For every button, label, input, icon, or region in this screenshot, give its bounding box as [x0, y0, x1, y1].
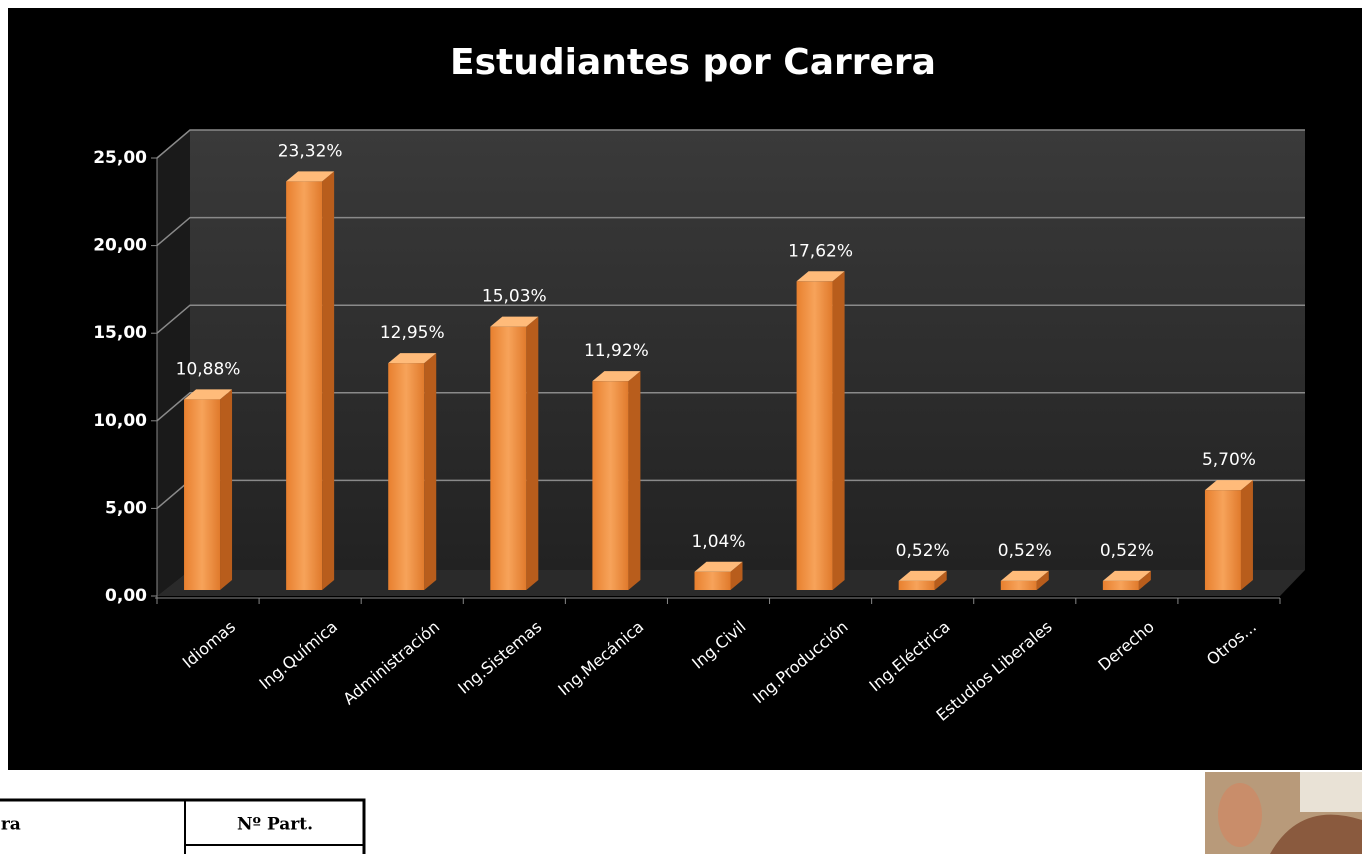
table: era Nº Part.: [0, 798, 366, 854]
bar: [694, 561, 743, 590]
value-label: 12,95%: [380, 323, 445, 343]
bar-top: [1204, 480, 1253, 491]
bar-top: [694, 561, 743, 572]
value-label: 0,52%: [1100, 541, 1154, 561]
bar-top: [490, 316, 539, 327]
bar: [898, 570, 947, 590]
photo-cap: [1300, 772, 1362, 812]
bar-side: [1138, 570, 1151, 590]
bar: [286, 171, 335, 590]
grid-line: [156, 129, 1305, 159]
y-tick-label: 15,00: [93, 323, 147, 343]
bar-top: [184, 389, 233, 400]
value-label: 1,04%: [691, 532, 745, 552]
bar: [490, 316, 539, 590]
bar-top: [1102, 570, 1151, 581]
bar: [592, 371, 641, 590]
table-header: era: [0, 815, 21, 835]
bar-side: [1036, 570, 1049, 590]
grid-line: [156, 304, 1305, 334]
bar-front: [694, 571, 731, 590]
bar-top: [1000, 570, 1049, 581]
bar-front: [1000, 580, 1037, 590]
value-label: 23,32%: [278, 141, 343, 161]
back-wall: [190, 130, 1305, 570]
y-tick-label: 10,00: [93, 411, 147, 431]
photo: [1205, 772, 1362, 854]
bar: [388, 353, 437, 590]
bar-side: [628, 371, 641, 590]
y-tick-label: 25,00: [93, 148, 147, 168]
bar-side: [730, 561, 743, 590]
bar-side: [526, 316, 539, 590]
bar-front: [286, 181, 323, 590]
bar-front: [388, 363, 425, 590]
value-label: 11,92%: [584, 341, 649, 361]
value-label: 17,62%: [788, 241, 853, 261]
bar-top: [388, 353, 437, 364]
bar-side: [424, 353, 437, 590]
bar-front: [490, 326, 527, 590]
grid-line: [156, 392, 1305, 422]
side-wall: [157, 130, 190, 596]
y-tick-label: 20,00: [93, 236, 147, 256]
y-tick-label: 0,00: [105, 586, 147, 606]
bar-front: [184, 399, 221, 590]
value-label: 5,70%: [1202, 450, 1256, 470]
photo-face: [1270, 814, 1362, 854]
bar-side: [934, 570, 947, 590]
bar-top: [796, 271, 845, 282]
bar: [796, 271, 845, 590]
bar-front: [1204, 490, 1241, 590]
bar-front: [1102, 580, 1139, 590]
chart-title: Estudiantes por Carrera: [450, 42, 936, 83]
bar-top: [286, 171, 335, 182]
grid-line: [156, 216, 1305, 247]
y-tick-label: 5,00: [105, 498, 147, 518]
photo-ear: [1218, 783, 1262, 847]
bar-side: [220, 389, 233, 590]
bar-front: [592, 381, 629, 590]
bar: [1102, 570, 1151, 590]
bar-front: [898, 580, 935, 590]
value-label: 0,52%: [896, 541, 950, 561]
value-label: 0,52%: [998, 541, 1052, 561]
table-header: Nº Part.: [237, 815, 313, 835]
bar-side: [832, 271, 845, 590]
bar: [184, 389, 233, 590]
value-label: 15,03%: [482, 287, 547, 307]
bar: [1204, 480, 1253, 590]
bar-side: [1240, 480, 1253, 590]
bar-top: [592, 371, 641, 382]
bar-side: [322, 171, 335, 590]
bar: [1000, 570, 1049, 590]
bar-front: [796, 281, 833, 590]
value-label: 10,88%: [176, 359, 241, 379]
bar-top: [898, 570, 947, 581]
